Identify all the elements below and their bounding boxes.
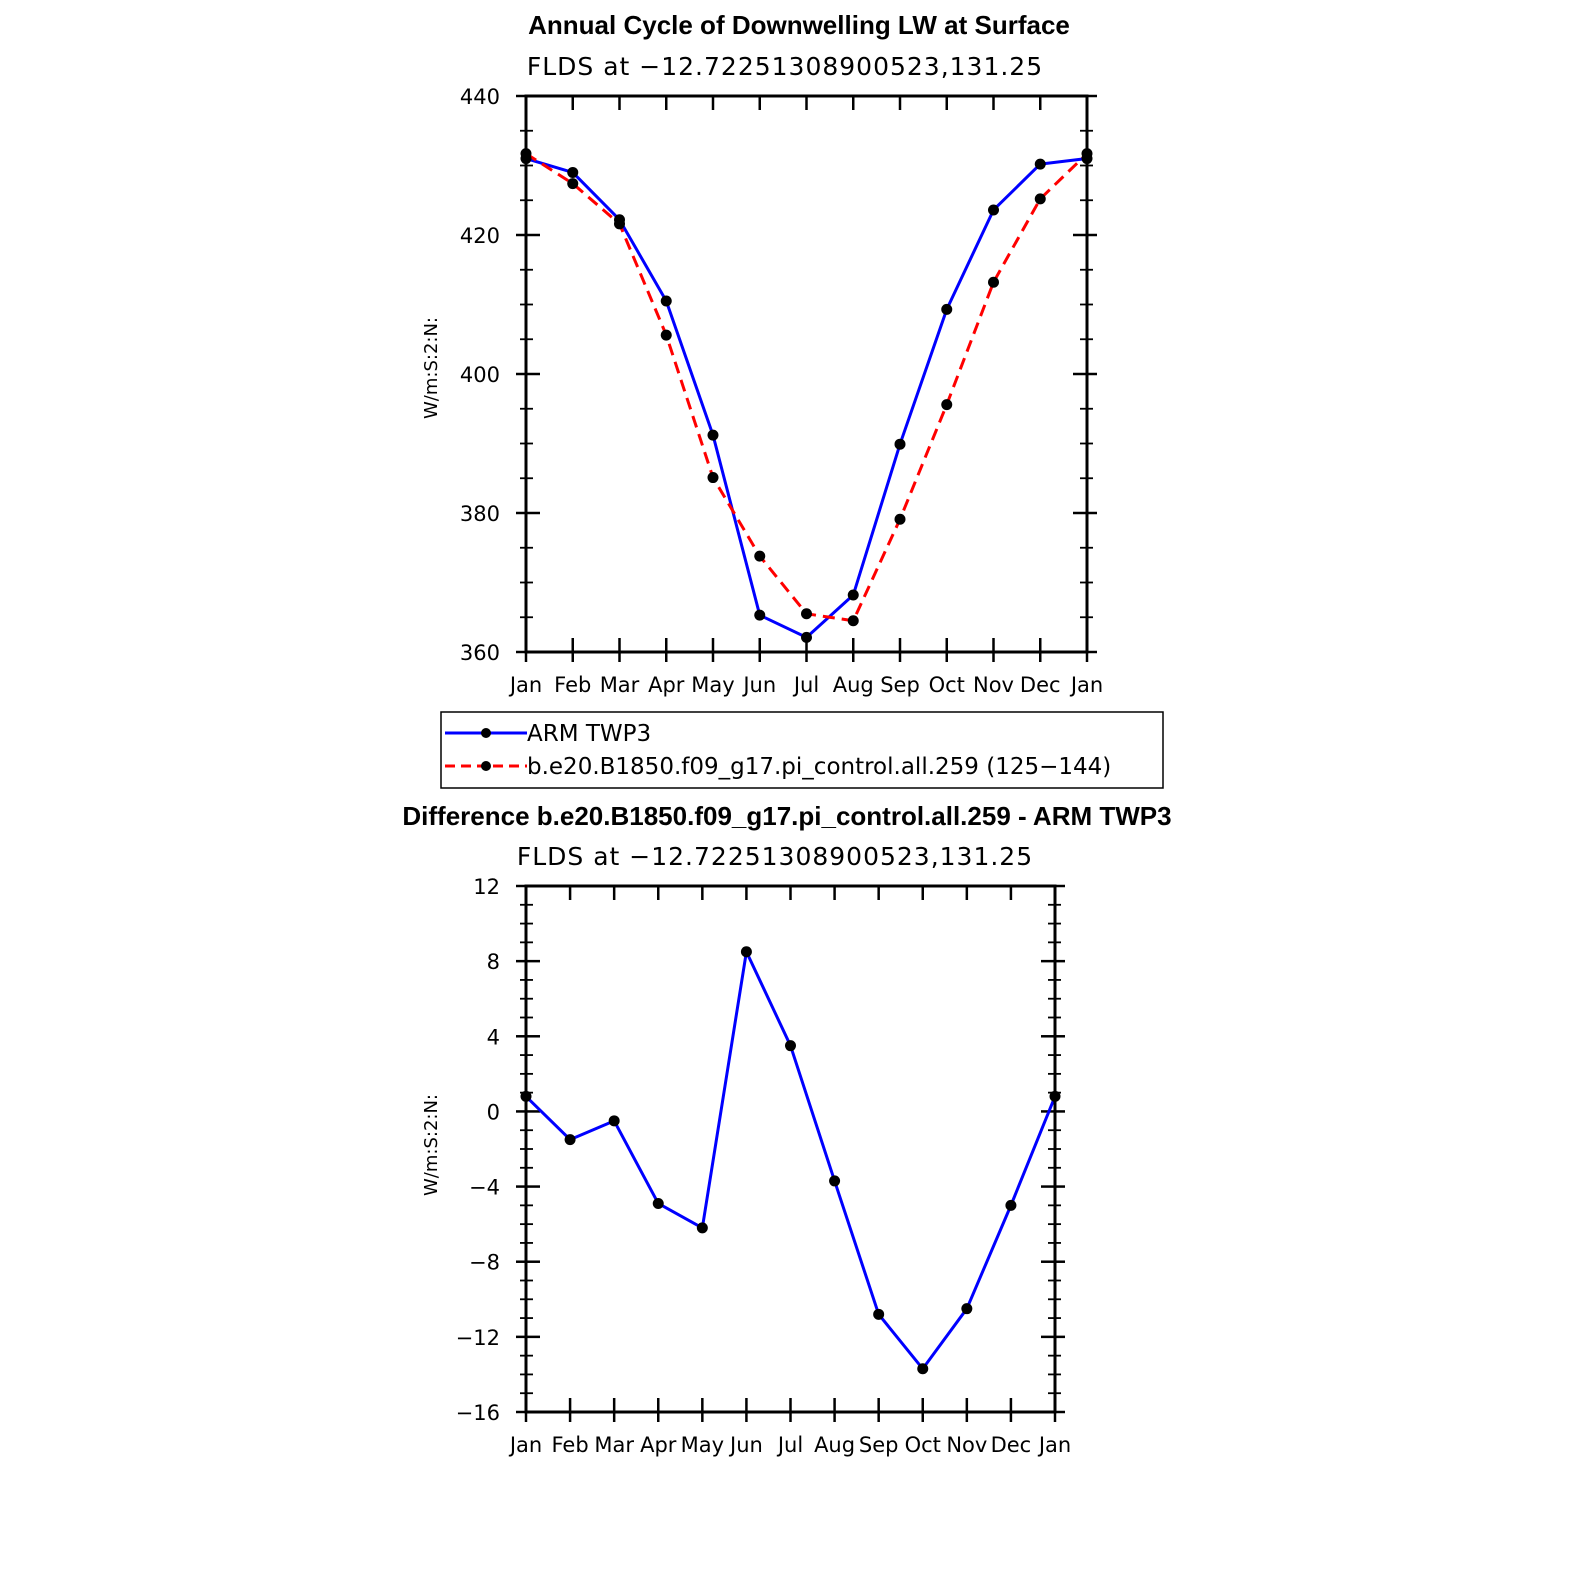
- y-axis-label: W/m:S:2:N:: [421, 1094, 442, 1196]
- tick-labels: Jan Feb Mar Apr May Jun Jul Aug Sep Oct Nov Dec Jan 3…: [460, 85, 1103, 697]
- data-point-series-0: [754, 609, 766, 621]
- data-point-series-0: [1034, 158, 1046, 170]
- series-line-1: [525, 152, 1089, 623]
- data-point-series-1: [567, 178, 579, 190]
- x-tick-label: Aug: [833, 673, 874, 697]
- legend-box: [440, 711, 1164, 789]
- legend-label-model: b.e20.B1850.f09_g17.pi_control.all.259 (…: [527, 754, 1111, 780]
- x-tick-label: Jun: [741, 673, 776, 697]
- x-tick-label: Dec: [991, 1433, 1032, 1457]
- data-point-series-0: [660, 295, 672, 307]
- data-point-series-0: [801, 631, 812, 643]
- data-point-series-0: [608, 1115, 620, 1127]
- series-layer: [520, 148, 1093, 643]
- data-point-series-1: [801, 608, 812, 620]
- legend-label-arm: ARM TWP3: [527, 721, 651, 747]
- data-point-series-0: [1005, 1199, 1017, 1211]
- data-point-series-0: [829, 1175, 841, 1187]
- x-tick-label: Jan: [508, 1433, 542, 1457]
- data-point-series-0: [847, 589, 859, 601]
- data-point-series-1: [754, 550, 766, 562]
- data-point-series-1: [707, 472, 719, 484]
- x-tick-label: Oct: [929, 673, 965, 697]
- data-point-series-0: [652, 1197, 664, 1209]
- data-point-series-0: [567, 166, 579, 178]
- x-tick-label: Jan: [1037, 1433, 1071, 1457]
- data-point-series-1: [660, 329, 672, 341]
- axis-ticks: [516, 884, 1065, 1422]
- difference-chart: Difference b.e20.B1850.f09_g17.pi_contro…: [402, 801, 1171, 1457]
- tick-labels: Jan Feb Mar Apr May Jun Jul Aug Sep Oct Nov Dec Jan−…: [456, 875, 1072, 1457]
- y-tick-label: −8: [469, 1251, 500, 1275]
- annual-cycle-chart: Annual Cycle of Downwelling LW at Surfac…: [421, 10, 1103, 697]
- data-point-series-0: [785, 1040, 796, 1052]
- legend-marker-arm: [481, 728, 491, 738]
- x-tick-label: Sep: [859, 1433, 899, 1457]
- chart-subtitle: FLDS at −12.72251308900523,131.25: [517, 842, 1033, 871]
- data-point-series-0: [707, 429, 719, 441]
- data-point-series-1: [847, 615, 859, 627]
- plot-frame: [524, 94, 1089, 654]
- x-tick-label: Apr: [640, 1433, 677, 1457]
- x-tick-label: May: [681, 1433, 724, 1457]
- plot-frame: [524, 884, 1057, 1414]
- series-line-0: [525, 157, 1088, 639]
- x-tick-label: Mar: [600, 673, 640, 697]
- x-tick-label: Jun: [728, 1433, 763, 1457]
- axis-ticks: [516, 94, 1097, 662]
- data-point-series-0: [564, 1134, 576, 1146]
- y-tick-label: −16: [456, 1401, 500, 1425]
- data-point-series-0: [740, 946, 752, 958]
- data-point-series-0: [873, 1308, 885, 1320]
- x-tick-label: Nov: [946, 1433, 987, 1457]
- x-tick-label: May: [691, 673, 734, 697]
- y-tick-label: 4: [487, 1025, 500, 1049]
- data-point-series-1: [941, 399, 953, 411]
- x-tick-label: Dec: [1020, 673, 1061, 697]
- x-tick-label: Aug: [814, 1433, 855, 1457]
- y-tick-label: −4: [469, 1176, 500, 1200]
- x-tick-label: Jan: [1069, 673, 1103, 697]
- x-tick-label: Jul: [792, 673, 819, 697]
- x-tick-label: Jan: [508, 673, 542, 697]
- chart-subtitle: FLDS at −12.72251308900523,131.25: [527, 52, 1043, 81]
- legend-marker-model: [481, 761, 491, 771]
- x-tick-label: Sep: [880, 673, 920, 697]
- data-point-series-0: [696, 1222, 708, 1234]
- y-tick-label: 360: [460, 641, 500, 665]
- series-line-0: [524, 950, 1057, 1371]
- chart-title: Difference b.e20.B1850.f09_g17.pi_contro…: [402, 801, 1171, 831]
- chart-title: Annual Cycle of Downwelling LW at Surfac…: [528, 10, 1070, 40]
- data-point-series-0: [941, 303, 953, 315]
- y-tick-label: 400: [460, 363, 500, 387]
- y-tick-label: 8: [487, 950, 500, 974]
- data-point-series-1: [894, 513, 906, 525]
- data-point-series-0: [961, 1303, 973, 1315]
- x-tick-label: Oct: [905, 1433, 941, 1457]
- x-tick-label: Mar: [594, 1433, 634, 1457]
- y-tick-label: 12: [473, 875, 500, 899]
- y-tick-label: 0: [487, 1100, 500, 1124]
- data-point-series-0: [988, 204, 999, 216]
- x-tick-label: Jul: [776, 1433, 803, 1457]
- y-axis-label: W/m:S:2:N:: [421, 317, 442, 419]
- data-point-series-1: [614, 218, 625, 230]
- data-point-series-0: [917, 1363, 929, 1375]
- series-layer: [520, 946, 1061, 1375]
- y-tick-label: 420: [460, 224, 500, 248]
- data-point-series-0: [894, 438, 906, 450]
- x-tick-label: Feb: [554, 673, 591, 697]
- x-tick-label: Apr: [648, 673, 685, 697]
- y-tick-label: −12: [456, 1326, 500, 1350]
- y-tick-label: 380: [460, 502, 500, 526]
- x-tick-label: Feb: [551, 1433, 588, 1457]
- data-point-series-1: [1034, 193, 1046, 205]
- y-tick-label: 440: [460, 85, 500, 109]
- legend: ARM TWP3 b.e20.B1850.f09_g17.pi_control.…: [440, 711, 1164, 789]
- data-point-series-1: [988, 276, 999, 288]
- x-tick-label: Nov: [973, 673, 1014, 697]
